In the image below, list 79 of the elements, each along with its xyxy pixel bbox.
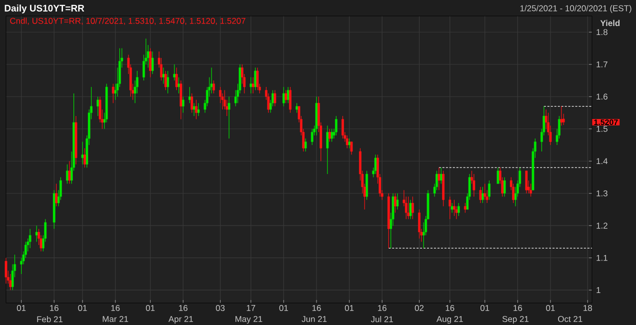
candlestick [450,202,454,214]
x-tick-label: 16 [50,305,58,312]
candlestick [394,193,396,214]
candlestick [84,148,86,168]
y-tick-label: 1 [596,287,600,294]
x2-tick-label: Oct 21 [558,316,582,322]
x-tick-label: 02 [414,305,424,312]
x-tick-label: 16 [312,305,321,312]
candlestick [374,154,377,174]
x2-tick-label: Aug 21 [436,316,463,324]
x-tick-label: 01 [16,305,26,312]
y-tick-label: 1.4 [596,158,608,164]
candlestick [68,160,71,184]
candlestick [342,116,344,139]
x2-tick-label: Jul 21 [370,316,393,322]
chart-title: Daily US10YT=RR [4,4,84,14]
candlestick [326,125,329,174]
x-tick-label: 18 [584,305,592,312]
y-tick-label: 1.1 [596,254,608,261]
x2-tick-label: Mar 21 [102,316,128,322]
candlestick [4,258,8,284]
candlestick [409,200,412,220]
candlestick [472,174,476,197]
x-tick-label: 01 [279,305,288,312]
candlestick [366,170,368,200]
x-tick-label: 16 [446,305,454,312]
x-tick-label: 17 [246,305,256,311]
x2-tick-label: May 21 [236,316,262,324]
candlestick [151,51,154,74]
x-tick-label: 03 [216,305,225,312]
y-tick-label: 1.5 [596,126,608,132]
candlestick [274,90,276,107]
x-tick-label: 16 [179,305,188,312]
x2-tick-label: Feb 21 [37,316,62,322]
y-tick-label: 1.3 [596,190,608,196]
candlestick [525,170,528,194]
candlestick [55,183,58,207]
x2-tick-label: Sep 21 [502,316,528,324]
x-tick-label: 01 [480,305,490,312]
candlestick [282,86,285,107]
candlestick [197,102,200,116]
candlestick [310,128,314,146]
candlestick [173,64,176,81]
x-tick-label: 01 [546,305,555,312]
y-tick-label: 1.8 [596,29,608,36]
candlestick [464,202,466,214]
candlestick [112,83,114,104]
x-tick-label: 16 [514,305,522,312]
x-tick-label: 16 [111,305,120,312]
y-axis-title: Yield [600,20,620,26]
candlestick [396,193,399,210]
x2-tick-label: Apr 21 [168,316,193,324]
chart-subtitle: 1/25/2021 - 10/20/2021 (EST) [520,5,632,13]
candlestick [488,180,490,200]
y-tick-label: 1.2 [596,222,608,229]
candlestick [418,209,420,239]
x-tick-label: 16 [378,305,386,312]
candlestick [334,116,338,136]
candlestick [210,67,213,94]
candlestick [81,141,84,165]
x-tick-label: 01 [146,305,155,312]
x-tick-label: 01 [78,305,87,312]
candlestick [457,202,460,216]
candlestick [328,128,331,142]
candlestick [407,196,410,220]
candlestick [212,80,215,94]
candlestick [448,196,452,220]
candlestick [35,225,38,242]
x-tick-label: 01 [344,305,354,312]
y-tick-label: 1.6 [596,94,608,100]
candlestick [190,93,194,114]
candlestick [28,228,32,248]
candlestick [9,274,12,290]
candlestick [530,183,532,197]
annotation: Cndl, US10YT=RR, 10/7/2021, 1.5310, 1.5470, 1.5120, 1.5207 [10,18,246,25]
candlestick [250,76,252,94]
x2-tick-label: Jun 21 [302,316,327,322]
y-tick-label: 1.7 [596,61,608,68]
candlestick [296,102,298,114]
